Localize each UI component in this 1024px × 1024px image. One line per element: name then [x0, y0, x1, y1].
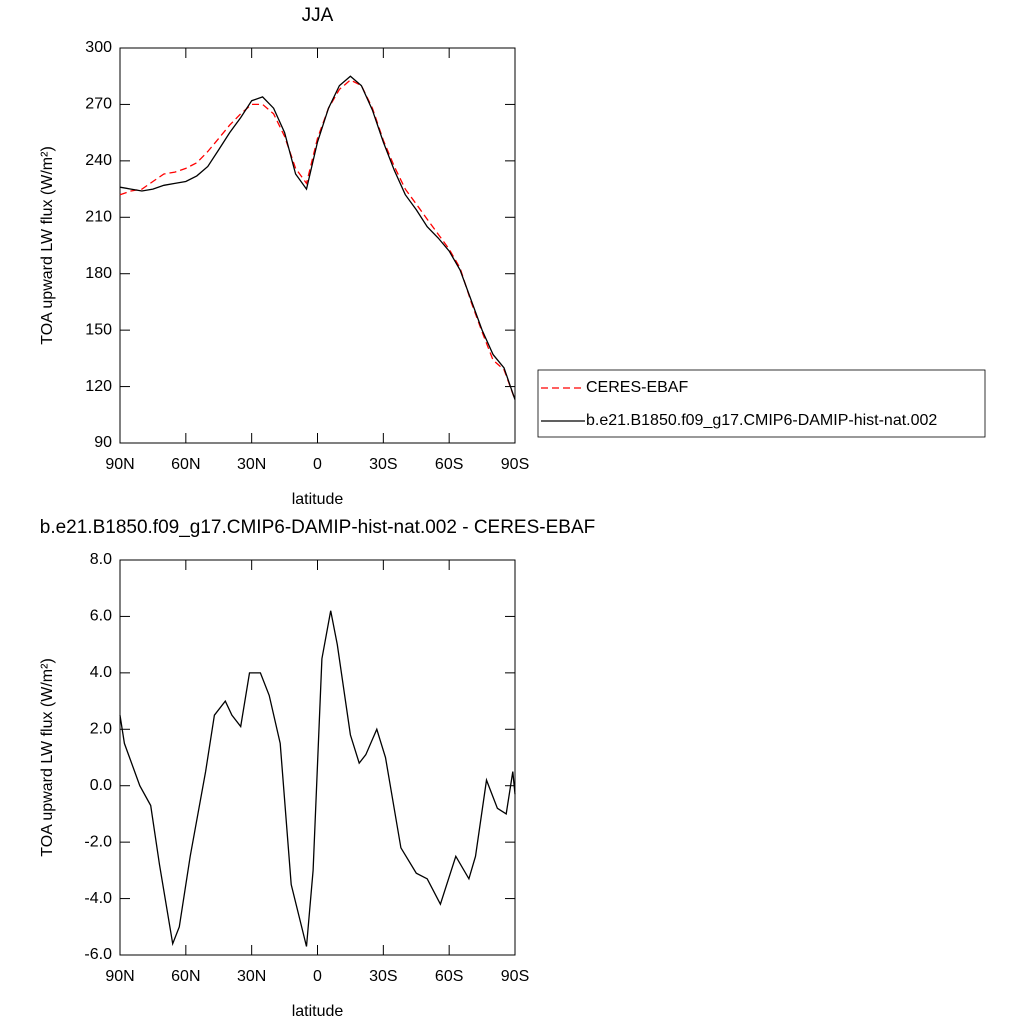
chart-title: b.e21.B1850.f09_g17.CMIP6-DAMIP-hist-nat…: [40, 517, 595, 538]
y-tick-label: 8.0: [90, 551, 112, 568]
y-tick-label: 6.0: [90, 608, 112, 625]
x-tick-label: 30S: [369, 968, 397, 985]
y-tick-label: 240: [85, 152, 112, 169]
legend-label: b.e21.B1850.f09_g17.CMIP6-DAMIP-hist-nat…: [586, 412, 937, 429]
y-tick-label: 2.0: [90, 721, 112, 738]
y-axis-label: TOA upward LW flux (W/m²): [39, 146, 56, 345]
x-tick-label: 30S: [369, 456, 397, 473]
data-line: [119, 610, 516, 947]
x-tick-label: 60N: [171, 968, 200, 985]
y-tick-label: 120: [85, 378, 112, 395]
x-tick-label: 90N: [105, 456, 134, 473]
chart-title: JJA: [302, 5, 334, 26]
y-tick-label: 180: [85, 265, 112, 282]
x-tick-label: 60S: [435, 456, 463, 473]
y-tick-label: 300: [85, 39, 112, 56]
y-tick-label: -2.0: [84, 833, 112, 850]
y-tick-label: 90: [94, 434, 112, 451]
x-axis-label: latitude: [292, 1003, 344, 1020]
x-tick-label: 30N: [237, 456, 266, 473]
x-tick-label: 90N: [105, 968, 134, 985]
x-tick-label: 90S: [501, 968, 529, 985]
y-tick-label: -6.0: [84, 946, 112, 963]
legend-label: CERES-EBAF: [586, 379, 688, 396]
y-tick-label: 210: [85, 209, 112, 226]
y-tick-label: 270: [85, 96, 112, 113]
y-tick-label: 4.0: [90, 664, 112, 681]
data-line: [119, 79, 516, 400]
x-tick-label: 0: [313, 456, 322, 473]
y-tick-label: 150: [85, 321, 112, 338]
y-axis-label: TOA upward LW flux (W/m²): [39, 658, 56, 857]
y-tick-label: 0.0: [90, 777, 112, 794]
legend-box: [537, 369, 986, 438]
data-line: [119, 75, 516, 400]
x-tick-label: 30N: [237, 968, 266, 985]
x-tick-label: 90S: [501, 456, 529, 473]
x-tick-label: 60S: [435, 968, 463, 985]
y-tick-label: -4.0: [84, 890, 112, 907]
x-tick-label: 60N: [171, 456, 200, 473]
plot-frame: [119, 47, 516, 444]
x-tick-label: 0: [313, 968, 322, 985]
x-axis-label: latitude: [292, 491, 344, 508]
